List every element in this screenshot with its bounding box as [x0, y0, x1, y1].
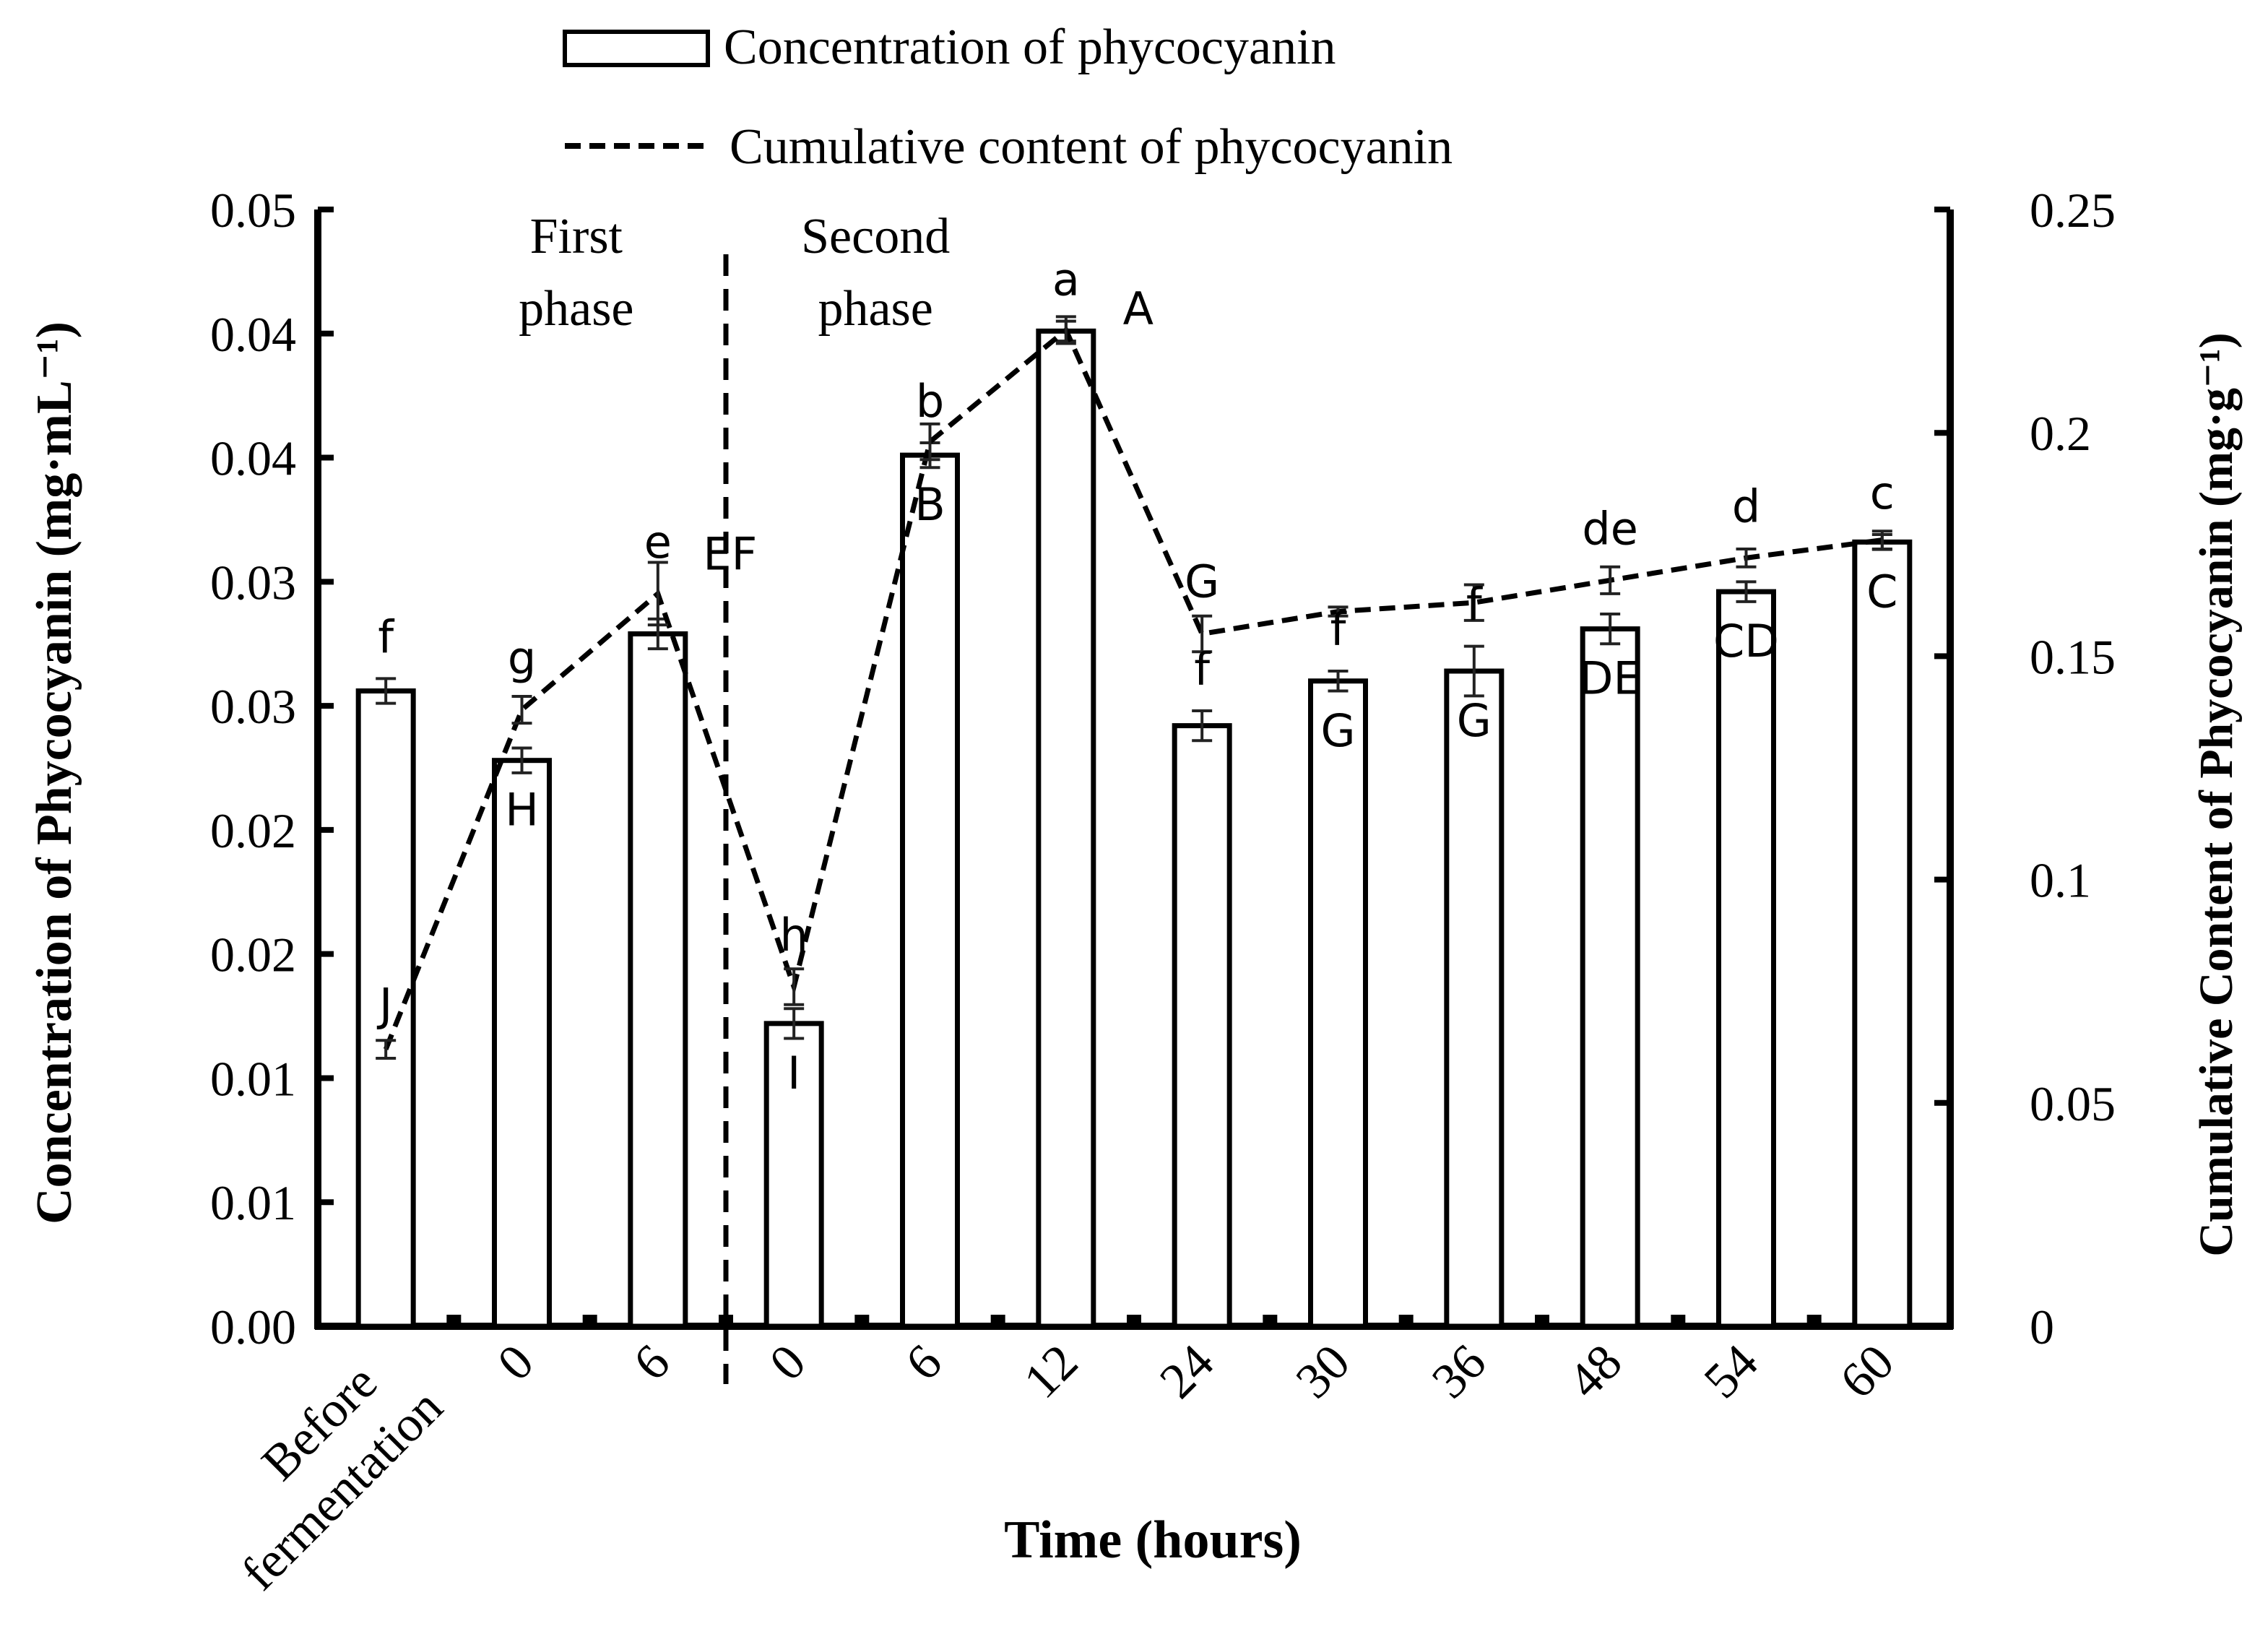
- phase-label: Second phase: [801, 209, 950, 337]
- line-significance-letter: G: [1457, 694, 1492, 747]
- right-tick-label: 0.05: [2030, 1076, 2116, 1131]
- left-tick-label: 0.02: [210, 803, 296, 858]
- bar: [1308, 678, 1368, 1329]
- left-tick-label: 0.04: [210, 431, 296, 486]
- right-tick-label: 0.2: [2030, 406, 2091, 461]
- cumulative-line: [383, 326, 1883, 1050]
- bar-significance-letter: b: [916, 375, 944, 428]
- bar-significance-letter: g: [508, 632, 536, 685]
- line-significance-letter: G: [1185, 556, 1219, 608]
- line-significance-letter: DE: [1579, 652, 1642, 705]
- left-tick-label: 0.04: [210, 307, 296, 362]
- bar: [1580, 626, 1640, 1329]
- bar: [628, 631, 688, 1329]
- bar-significance-letter: f: [1194, 643, 1211, 696]
- left-tick-label: 0.00: [210, 1300, 296, 1354]
- phase-label: First phase: [519, 209, 633, 337]
- bar: [1852, 539, 1913, 1329]
- line-significance-letter: H: [505, 784, 539, 837]
- left-tick-label: 0.01: [210, 1175, 296, 1230]
- bar-significance-letter: f: [1330, 603, 1348, 656]
- legend-bar-swatch: [563, 30, 710, 67]
- line-significance-letter: EF: [703, 528, 757, 581]
- bar-significance-letter: f: [1466, 579, 1484, 631]
- right-tick-label: 0.25: [2030, 183, 2116, 238]
- line-significance-letter: A: [1123, 282, 1154, 334]
- right-tick-label: 0.1: [2030, 853, 2091, 908]
- bar-significance-letter: de: [1582, 502, 1638, 555]
- bar-significance-letter: c: [1870, 467, 1895, 519]
- left-axis-title: Concentration of Phycocyanin (mg·mL⁻¹): [27, 321, 82, 1224]
- line-significance-letter: CD: [1713, 615, 1779, 667]
- left-tick-label: 0.03: [210, 679, 296, 734]
- line-significance-letter: J: [376, 979, 392, 1032]
- bar-significance-letter: d: [1732, 480, 1760, 532]
- legend: Concentration of phycocyanin Cumulative …: [563, 20, 1453, 175]
- x-axis-title: Time (hours): [1004, 1510, 1302, 1570]
- bar: [492, 758, 552, 1329]
- line-significance-letter: I: [787, 1047, 800, 1099]
- right-axis-title: Cumulative Content of Phycocyanin (mg·g⁻…: [2190, 332, 2243, 1256]
- legend-bar-label: Concentration of phycocyanin: [724, 20, 1336, 75]
- bar: [1036, 328, 1096, 1329]
- right-tick-label: 0: [2030, 1300, 2054, 1354]
- right-tick-label: 0.15: [2030, 629, 2116, 684]
- line-significance-letter: G: [1320, 704, 1355, 757]
- bar: [1716, 589, 1776, 1329]
- bar-significance-letter: h: [780, 909, 808, 961]
- left-tick-label: 0.05: [210, 183, 296, 238]
- left-tick-label: 0.01: [210, 1051, 296, 1106]
- bar-significance-letter: e: [644, 516, 672, 569]
- bar: [1172, 723, 1232, 1329]
- bar-significance-letter: a: [1052, 254, 1080, 306]
- line-significance-letter: C: [1866, 565, 1897, 618]
- bar-significance-letter: f: [378, 610, 395, 663]
- legend-line-label: Cumulative content of phycocyanin: [730, 119, 1453, 175]
- left-tick-label: 0.02: [210, 928, 296, 982]
- bar: [1444, 668, 1505, 1329]
- line-significance-letter: B: [914, 478, 945, 531]
- left-tick-label: 0.03: [210, 555, 296, 610]
- bar: [900, 452, 960, 1329]
